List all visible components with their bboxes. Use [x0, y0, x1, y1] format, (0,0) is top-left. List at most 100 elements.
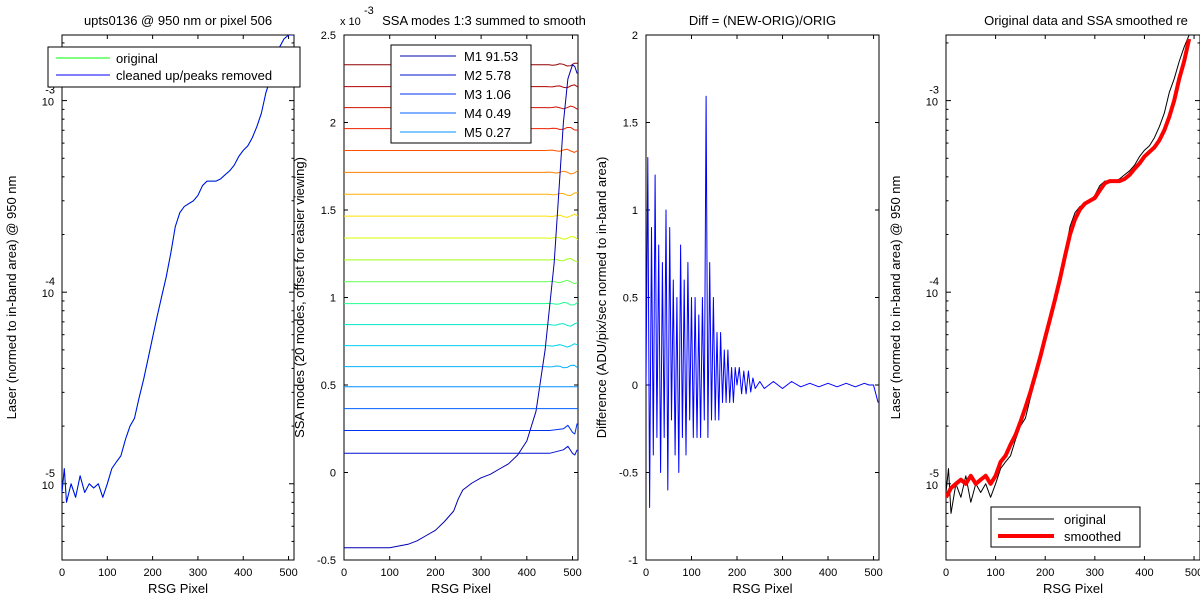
mode-line	[344, 301, 578, 306]
x-axis-label: RSG Pixel	[733, 581, 793, 596]
chart-title: SSA modes 1:3 summed to smooth	[382, 13, 586, 28]
chart-title: upts0136 @ 950 nm or pixel 506	[84, 13, 272, 28]
y-multiplier-exponent: -3	[364, 5, 374, 17]
x-tick-label: 0	[341, 567, 347, 579]
y-multiplier: x 10	[340, 16, 361, 28]
y-tick-exponent: -3	[929, 85, 939, 97]
series-line	[344, 64, 578, 549]
y-axis-label: Difference (ADU/pix/sec normed to in-ban…	[594, 157, 609, 439]
y-tick-label: 10	[42, 288, 54, 300]
x-tick-label: 400	[518, 567, 536, 579]
x-tick-label: 300	[1086, 567, 1104, 579]
y-tick-label: -1	[628, 555, 638, 567]
x-tick-label: 0	[59, 567, 65, 579]
panel-3: 0 100 200 300 400 500 -1 -0.5 0 0.5 1 1.5 2 Diff = (N…	[594, 13, 883, 596]
series-line	[344, 423, 578, 435]
plot-area	[946, 35, 1192, 514]
y-tick-label: 0.5	[321, 380, 336, 392]
series-line	[946, 35, 1190, 514]
y-tick-label: -0.5	[619, 468, 638, 480]
plot-area	[62, 35, 294, 503]
y-axis-label: Laser (normed to in-band area) @ 950 nm	[888, 176, 903, 420]
y-tick-label: 10	[926, 480, 938, 492]
axes-box	[61, 34, 295, 561]
y-tick-exponent: -4	[45, 276, 55, 288]
panel-2: 0 100 200 300 400 500 -0.5 0 0.5 1 1.5 2 2.5 SSA mode…	[292, 5, 586, 596]
y-tick-exponent: -3	[45, 85, 55, 97]
legend: original cleaned up/peaks removed	[47, 46, 301, 88]
legend-label: smoothed	[1064, 529, 1121, 544]
legend-label: M4 0.49	[464, 106, 511, 121]
y-tick-label: 2.5	[321, 30, 336, 42]
legend-box	[47, 46, 301, 88]
x-axis-label: RSG Pixel	[431, 581, 491, 596]
y-tick-label: 0	[330, 468, 336, 480]
x-tick-label: 500	[1185, 567, 1200, 579]
y-tick-label: 1.5	[321, 205, 336, 217]
plot-area	[646, 95, 879, 508]
x-tick-label: 0	[643, 567, 649, 579]
x-tick-label: 0	[943, 567, 949, 579]
x-tick-label: 500	[279, 567, 297, 579]
x-tick-label: 500	[563, 567, 581, 579]
axes-box	[945, 34, 1200, 561]
y-axis-label: SSA modes (20 modes, offset for easier v…	[292, 157, 307, 438]
y-tick-exponent: -4	[929, 276, 939, 288]
mode-line	[344, 257, 578, 263]
x-tick-label: 100	[986, 567, 1004, 579]
x-tick-label: 200	[143, 567, 161, 579]
y-tick-label: 1	[330, 293, 336, 305]
legend: M1 91.53 M2 5.78 M3 1.06 M4 0.49 M5 0.27	[390, 44, 532, 144]
legend-label: M2 5.78	[464, 68, 511, 83]
x-tick-label: 100	[381, 567, 399, 579]
legend-label: M1 91.53	[464, 49, 518, 64]
y-tick-label: 2	[330, 118, 336, 130]
y-tick-label: 10	[926, 288, 938, 300]
mode-line	[344, 322, 578, 327]
x-tick-label: 100	[98, 567, 116, 579]
y-tick-label: 10	[926, 97, 938, 109]
legend-label: M3 1.06	[464, 87, 511, 102]
chart-title: Original data and SSA smoothed re	[984, 13, 1188, 28]
series-line	[646, 95, 879, 508]
x-tick-label: 400	[1135, 567, 1153, 579]
legend: original smoothed	[990, 506, 1141, 548]
y-tick-label: 2	[632, 30, 638, 42]
mode-line	[344, 148, 578, 153]
mode-line	[344, 191, 578, 197]
y-tick-label: 1	[632, 205, 638, 217]
legend-label: original	[1064, 512, 1106, 527]
series-line	[946, 38, 1192, 499]
y-tick-label: 1.5	[623, 118, 638, 130]
x-tick-label: 100	[682, 567, 700, 579]
mode-line	[344, 235, 578, 241]
x-tick-label: 400	[819, 567, 837, 579]
legend-label: original	[116, 51, 158, 66]
legend-label: M5 0.27	[464, 125, 511, 140]
x-tick-label: 200	[728, 567, 746, 579]
mode-line	[344, 279, 578, 285]
mode-line	[344, 169, 578, 175]
x-tick-label: 200	[1036, 567, 1054, 579]
x-axis-label: RSG Pixel	[148, 581, 208, 596]
chart-title: Diff = (NEW-ORIG)/ORIG	[689, 13, 836, 28]
series-line	[344, 445, 578, 456]
x-tick-label: 300	[472, 567, 490, 579]
y-tick-label: 0.5	[623, 293, 638, 305]
x-tick-label: 300	[773, 567, 791, 579]
y-tick-label: -0.5	[317, 555, 336, 567]
series-line	[62, 35, 294, 503]
mode-line	[344, 343, 578, 348]
series-line	[62, 35, 294, 503]
mode-line	[344, 364, 578, 369]
legend-box	[990, 506, 1141, 548]
x-tick-label: 300	[189, 567, 207, 579]
mode-line	[344, 213, 578, 219]
x-tick-label: 400	[234, 567, 252, 579]
x-tick-label: 200	[426, 567, 444, 579]
y-tick-label: 0	[632, 380, 638, 392]
